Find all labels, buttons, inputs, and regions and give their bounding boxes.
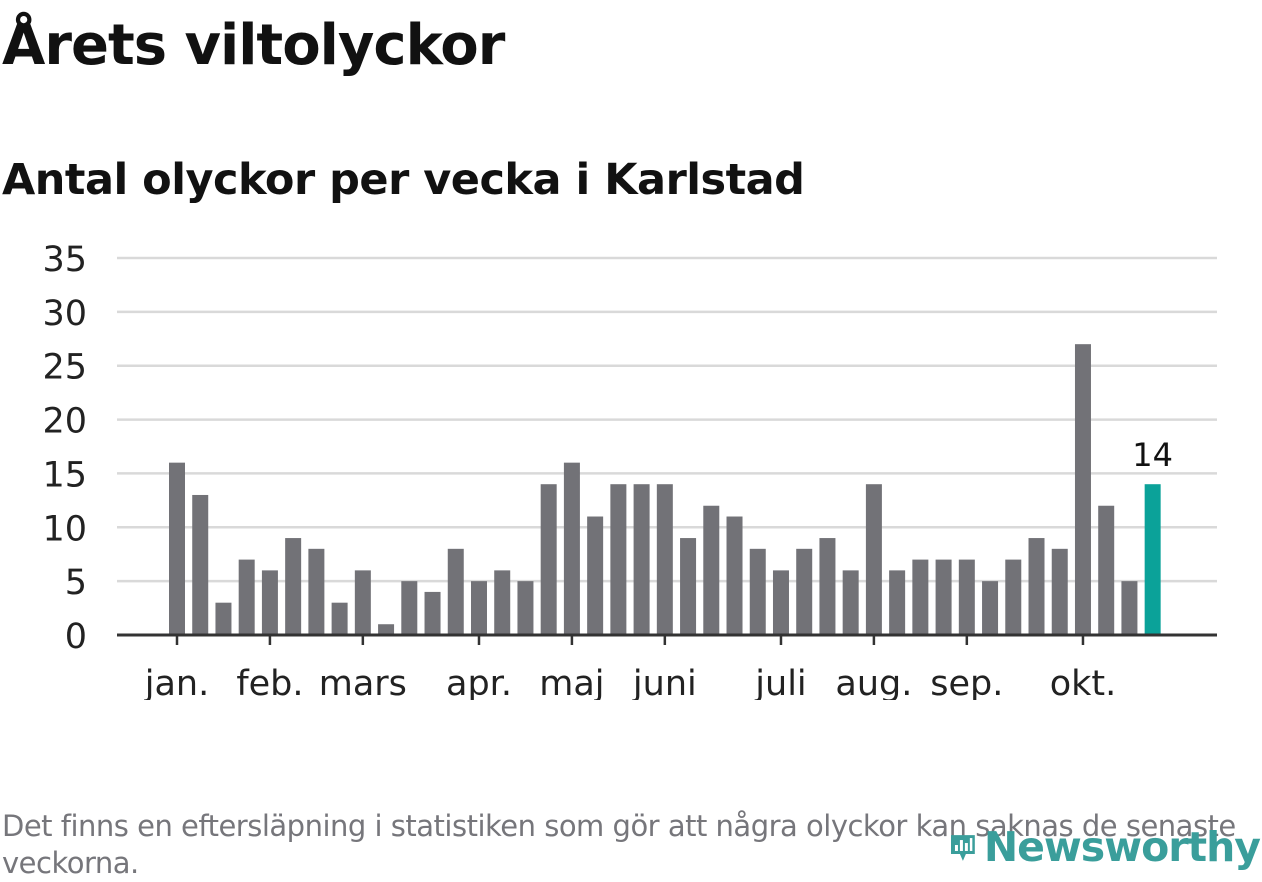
- bars: [169, 344, 1161, 635]
- bar: [378, 624, 395, 635]
- bar: [819, 538, 836, 635]
- bar: [563, 462, 580, 635]
- bar: [842, 570, 859, 635]
- bar-chart: 0 5 10 15 20 25 30 35 jan. feb. mars apr. maj juni ju…: [42, 240, 1217, 700]
- x-tick-label: mars: [319, 664, 407, 700]
- bar: [1121, 581, 1138, 635]
- bar: [354, 570, 371, 635]
- brand-name: Newsworthy: [983, 823, 1261, 871]
- bar: [958, 559, 975, 635]
- chart-title: Årets viltolyckor: [2, 13, 505, 78]
- x-tick-label: sep.: [930, 664, 1003, 700]
- bar: [610, 484, 627, 635]
- bar: [261, 570, 278, 635]
- bar: [1028, 538, 1045, 635]
- y-tick-label: 30: [42, 294, 87, 334]
- bar: [656, 484, 673, 635]
- bar: [192, 494, 209, 635]
- bar: [424, 591, 441, 635]
- y-tick-label: 35: [42, 240, 87, 280]
- y-tick-label: 20: [42, 402, 87, 442]
- bar: [1098, 505, 1115, 635]
- x-tick-label: juli: [754, 664, 806, 700]
- newsworthy-logo-icon: [950, 835, 975, 861]
- bar: [680, 538, 697, 635]
- bar: [517, 581, 534, 635]
- y-tick-label: 15: [42, 455, 87, 495]
- y-tick-label: 25: [42, 348, 87, 388]
- y-tick-label: 0: [65, 617, 87, 657]
- gridlines: [117, 256, 1217, 583]
- bar: [796, 548, 813, 635]
- bar: [401, 581, 418, 635]
- x-tick-label: aug.: [835, 664, 912, 700]
- bar: [540, 484, 557, 635]
- bar-highlight: [1144, 484, 1161, 635]
- bar: [726, 516, 743, 635]
- x-tick-label: jan.: [144, 664, 209, 700]
- bar: [865, 484, 882, 635]
- bar: [633, 484, 650, 635]
- bar: [772, 570, 789, 635]
- bar: [470, 581, 487, 635]
- bar: [982, 581, 999, 635]
- bar: [749, 548, 766, 635]
- x-tick-label: maj: [539, 664, 604, 700]
- x-tick-label: juni: [632, 664, 697, 700]
- bar: [331, 602, 348, 635]
- bar: [587, 516, 604, 635]
- x-axis-month-labels: jan. feb. mars apr. maj juni juli aug. sep. okt.: [144, 635, 1116, 700]
- brand-logo: Newsworthy: [950, 815, 1261, 879]
- bar: [703, 505, 720, 635]
- bar: [494, 570, 511, 635]
- bar: [1051, 548, 1068, 635]
- x-tick-label: feb.: [236, 664, 303, 700]
- bar: [238, 559, 255, 635]
- bar: [1005, 559, 1022, 635]
- bar: [935, 559, 952, 635]
- y-axis-ticks: 0 5 10 15 20 25 30 35: [42, 240, 87, 657]
- x-tick-label: okt.: [1050, 664, 1117, 700]
- bar: [889, 570, 906, 635]
- y-tick-label: 5: [65, 563, 87, 603]
- highlight-value-label: 14: [1132, 436, 1173, 474]
- footnote: Det finns en eftersläpning i statistiken…: [2, 809, 1236, 880]
- y-tick-label: 10: [42, 509, 87, 549]
- bar: [169, 462, 185, 635]
- bar: [308, 548, 325, 635]
- bar: [285, 538, 302, 635]
- bar: [447, 548, 464, 635]
- bar: [215, 602, 232, 635]
- chart-subtitle: Antal olyckor per vecka i Karlstad: [2, 155, 805, 205]
- x-tick-label: apr.: [446, 664, 512, 700]
- bar: [912, 559, 929, 635]
- data-labels: 14: [1132, 436, 1173, 474]
- bar: [1074, 344, 1091, 635]
